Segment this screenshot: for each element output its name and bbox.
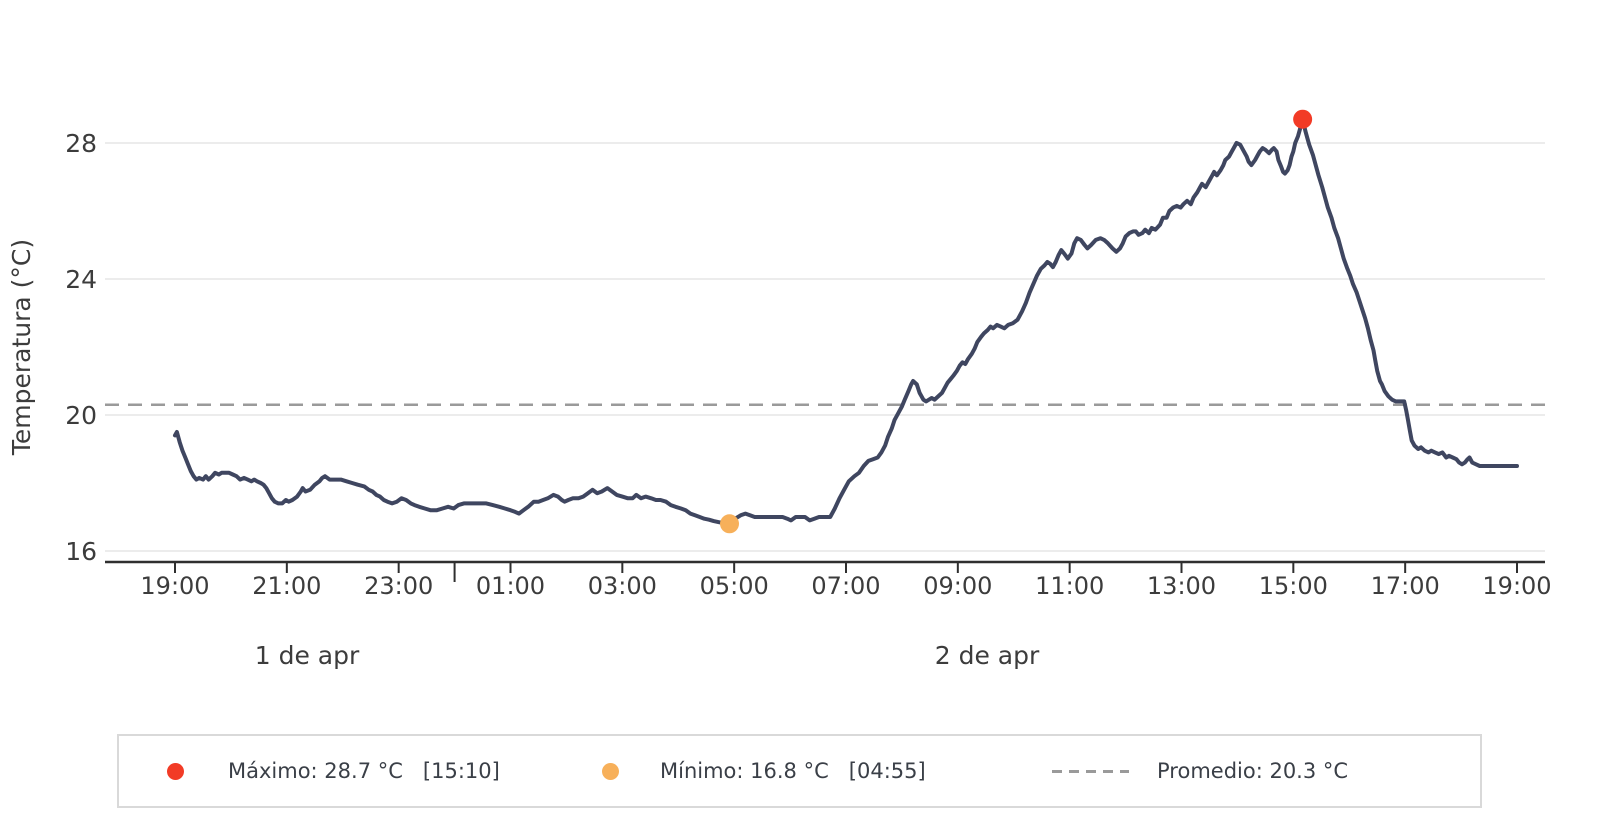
min-marker-icon (602, 762, 619, 780)
legend-label-minimo: Mínimo: 16.8 °C [04:55] (660, 759, 926, 783)
y-axis-title: Temperatura (°C) (7, 239, 36, 456)
x-tick-label: 17:00 (1371, 572, 1440, 600)
chart-legend: Máximo: 28.7 °C [15:10] Mínimo: 16.8 °C … (117, 734, 1482, 808)
legend-item-promedio[interactable]: Promedio: 20.3 °C (1052, 736, 1348, 806)
x-tick-label: 15:00 (1259, 572, 1328, 600)
x-tick-label: 05:00 (700, 572, 769, 600)
legend-item-maximo[interactable]: Máximo: 28.7 °C [15:10] (167, 736, 500, 806)
max-point-marker (1293, 109, 1313, 129)
y-tick-label: 16 (65, 537, 97, 566)
x-tick-label: 11:00 (1035, 572, 1104, 600)
y-tick-label: 28 (65, 129, 97, 158)
legend-label-promedio: Promedio: 20.3 °C (1157, 759, 1349, 783)
legend-label-maximo: Máximo: 28.7 °C [15:10] (228, 759, 500, 783)
min-point-marker (720, 514, 740, 534)
x-tick-label: 01:00 (476, 572, 545, 600)
x-tick-label: 21:00 (252, 572, 321, 600)
max-marker-icon (167, 762, 184, 780)
x-tick-label: 19:00 (140, 572, 209, 600)
x-tick-label: 23:00 (364, 572, 433, 600)
x-tick-label: 13:00 (1147, 572, 1216, 600)
x-tick-label: 09:00 (923, 572, 992, 600)
y-tick-label: 24 (65, 265, 97, 294)
temperature-series-line (173, 117, 1519, 526)
legend-item-minimo[interactable]: Mínimo: 16.8 °C [04:55] (602, 736, 926, 806)
x-tick-label: 19:00 (1482, 572, 1551, 600)
y-tick-label: 20 (65, 401, 97, 430)
day-label: 2 de apr (935, 641, 1040, 670)
average-dash-icon (1052, 769, 1129, 773)
day-label: 1 de apr (255, 641, 360, 670)
x-tick-label: 03:00 (588, 572, 657, 600)
x-tick-label: 07:00 (811, 572, 880, 600)
